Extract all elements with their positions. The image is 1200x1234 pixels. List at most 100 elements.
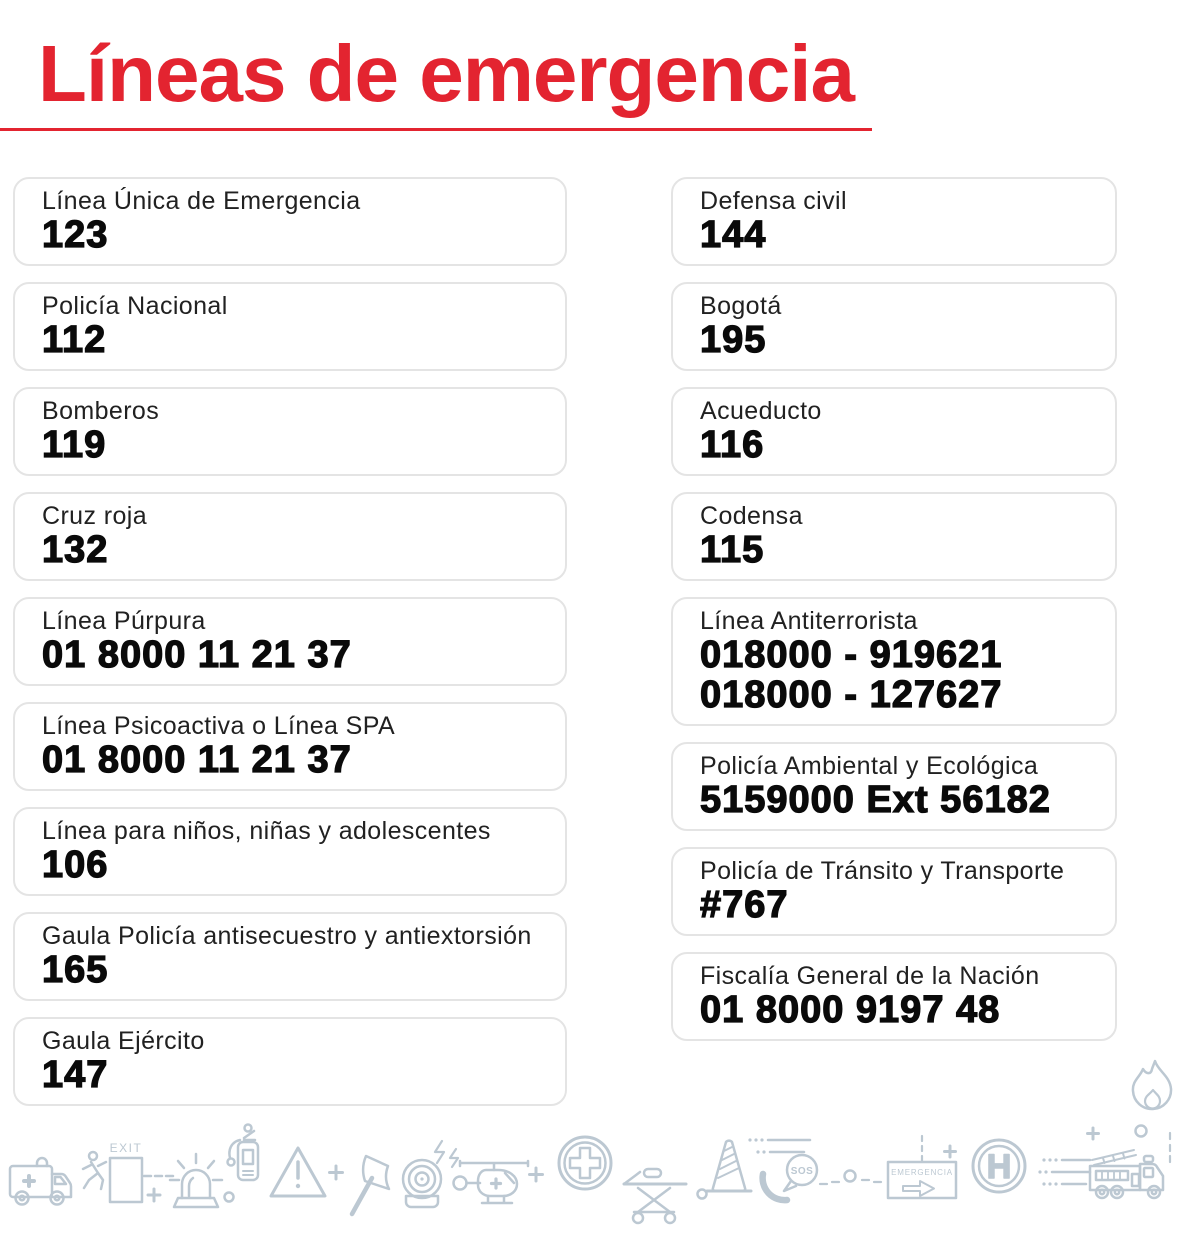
phone-number: #767 <box>699 884 789 926</box>
sos-text: SOS <box>791 1166 814 1177</box>
axe-icon <box>349 1154 391 1217</box>
emergency-card: Línea Única de Emergencia 123 <box>13 177 567 266</box>
alarm-horn-icon <box>401 1139 460 1209</box>
phone-number: 115 <box>699 529 765 571</box>
speed-lines-decoration <box>1038 1158 1092 1186</box>
emergency-card: Defensa civil 144 <box>671 177 1117 266</box>
phone-numbers: 112 <box>41 319 539 361</box>
phone-numbers: 195 <box>699 319 1089 361</box>
phone-numbers: 144 <box>699 214 1089 256</box>
phone-number: 018000 - 127627 <box>699 674 1003 716</box>
emergencia-sign-icon: EMERGENCIA <box>886 1134 958 1200</box>
phone-number: 01 8000 9197 48 <box>699 989 1001 1031</box>
siren-icon <box>168 1152 224 1209</box>
emergency-card: Fiscalía General de la Nación 01 8000 91… <box>671 952 1117 1041</box>
service-name: Línea Púrpura <box>42 607 206 635</box>
phone-numbers: 165 <box>41 949 539 990</box>
phone-numbers: 132 <box>41 529 539 571</box>
flame-icon <box>1131 1059 1173 1164</box>
phone-numbers: 5159000 Ext 56182 <box>699 779 1089 821</box>
emergency-card: Policía de Tránsito y Transporte #767 <box>671 847 1117 936</box>
left-column: Línea Única de Emergencia 123 Policía Na… <box>13 177 567 1122</box>
phone-number: 119 <box>41 424 107 466</box>
hospital-letter: H <box>987 1148 1012 1186</box>
service-name: Fiscalía General de la Nación <box>700 962 1040 990</box>
hospital-icon: H <box>971 1138 1027 1194</box>
phone-numbers: 115 <box>699 529 1089 571</box>
exit-text: EXIT <box>110 1141 143 1155</box>
service-name: Acueducto <box>700 397 822 425</box>
service-name: Policía Nacional <box>42 292 228 320</box>
phone-numbers: 01 8000 9197 48 <box>699 989 1089 1031</box>
phone-numbers: #767 <box>699 884 1089 926</box>
sos-phone-icon: SOS <box>759 1153 819 1204</box>
phone-number: 106 <box>41 844 109 886</box>
service-name: Bogotá <box>700 292 782 320</box>
emergency-icons-strip: EXIT <box>8 1059 1173 1225</box>
plus-decoration <box>528 1166 544 1183</box>
phone-number: 123 <box>41 214 109 256</box>
phone-number: 5159000 Ext 56182 <box>699 779 1051 821</box>
emergency-card: Codensa 115 <box>671 492 1117 581</box>
exit-runner-icon: EXIT <box>81 1141 144 1204</box>
phone-numbers: 01 8000 11 21 37 <box>41 634 539 676</box>
page-title: Líneas de emergencia <box>38 29 855 118</box>
phone-numbers: 147 <box>41 1054 539 1096</box>
phone-number: 018000 - 919621 <box>699 634 1003 676</box>
phone-numbers: 116 <box>699 424 1089 466</box>
service-name: Defensa civil <box>700 187 847 215</box>
ambulance-icon <box>8 1156 73 1206</box>
emergency-lines-list: Línea Única de Emergencia 123 Policía Na… <box>13 177 1200 1122</box>
service-name: Codensa <box>700 502 803 530</box>
phone-number: 01 8000 11 21 37 <box>41 634 352 676</box>
service-name: Línea para niños, niñas y adolescentes <box>42 817 491 845</box>
emergencia-text: EMERGENCIA <box>891 1168 953 1177</box>
dot-decoration <box>696 1188 708 1200</box>
speed-lines-decoration <box>748 1138 812 1154</box>
emergency-card: Gaula Policía antisecuestro y antiextors… <box>13 912 567 1001</box>
phone-number: 132 <box>41 529 109 571</box>
emergency-card: Línea para niños, niñas y adolescentes 1… <box>13 807 567 896</box>
dashes-decoration <box>142 1174 175 1203</box>
emergency-card: Bogotá 195 <box>671 282 1117 371</box>
medical-cross-icon <box>557 1135 613 1191</box>
fire-truck-icon <box>1086 1126 1165 1200</box>
phone-number: 01 8000 11 21 37 <box>41 739 352 781</box>
emergency-card: Gaula Ejército 147 <box>13 1017 567 1106</box>
right-column: Defensa civil 144 Bogotá 195 Acueducto 1… <box>671 177 1117 1057</box>
emergency-card: Policía Ambiental y Ecológica 5159000 Ex… <box>671 742 1117 831</box>
phone-number: 144 <box>699 214 767 256</box>
dot-decoration <box>223 1191 235 1203</box>
service-name: Policía Ambiental y Ecológica <box>700 752 1039 780</box>
service-name: Policía de Tránsito y Transporte <box>700 857 1065 885</box>
service-name: Cruz roja <box>42 502 148 530</box>
emergency-card: Línea Púrpura 01 8000 11 21 37 <box>13 597 567 686</box>
service-name: Gaula Policía antisecuestro y antiextors… <box>42 922 532 950</box>
service-name: Bomberos <box>42 397 160 425</box>
phone-numbers: 123 <box>41 214 539 256</box>
stretcher-icon <box>622 1167 688 1225</box>
service-name: Gaula Ejército <box>42 1027 205 1055</box>
phone-number: 116 <box>699 424 765 466</box>
service-name: Línea Psicoactiva o Línea SPA <box>42 712 396 740</box>
phone-numbers: 018000 - 919621 018000 - 127627 <box>699 634 1089 716</box>
phone-numbers: 01 8000 11 21 37 <box>41 739 539 781</box>
phone-number: 195 <box>699 319 767 361</box>
emergency-card: Bomberos 119 <box>13 387 567 476</box>
emergency-card: Policía Nacional 112 <box>13 282 567 371</box>
emergency-card: Cruz roja 132 <box>13 492 567 581</box>
helicopter-icon <box>452 1159 530 1205</box>
service-name: Línea Única de Emergencia <box>42 187 361 215</box>
phone-numbers: 119 <box>41 424 539 466</box>
emergency-card: Acueducto 116 <box>671 387 1117 476</box>
traffic-cone-icon <box>705 1139 753 1193</box>
emergency-card: Línea Antiterrorista 018000 - 919621 0180… <box>671 597 1117 726</box>
dashed-trail-decoration <box>818 1169 883 1186</box>
phone-numbers: 106 <box>41 844 539 886</box>
warning-triangle-icon <box>269 1146 327 1198</box>
service-name: Línea Antiterrorista <box>700 607 918 635</box>
phone-number: 112 <box>41 319 107 361</box>
fire-extinguisher-icon <box>226 1123 260 1182</box>
phone-number: 147 <box>41 1054 109 1096</box>
emergency-card: Línea Psicoactiva o Línea SPA 01 8000 11… <box>13 702 567 791</box>
